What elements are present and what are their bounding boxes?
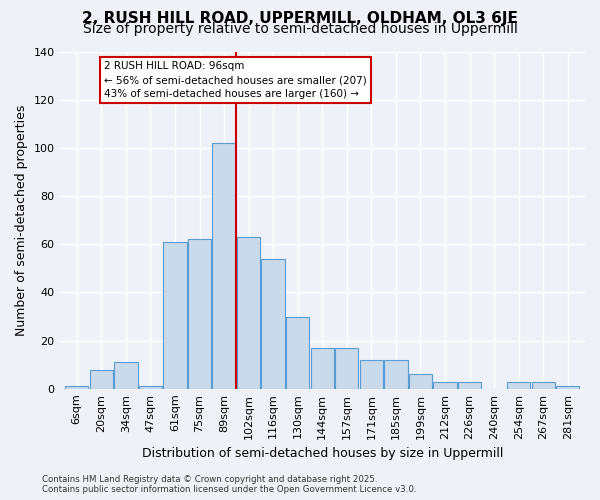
Bar: [89, 370, 113, 389]
Bar: [139, 386, 162, 389]
Bar: [532, 382, 555, 389]
Bar: [409, 374, 432, 389]
Text: 2 RUSH HILL ROAD: 96sqm
← 56% of semi-detached houses are smaller (207)
43% of s: 2 RUSH HILL ROAD: 96sqm ← 56% of semi-de…: [104, 61, 367, 99]
Bar: [335, 348, 358, 389]
Bar: [507, 382, 530, 389]
Bar: [237, 237, 260, 389]
Bar: [433, 382, 457, 389]
Text: Size of property relative to semi-detached houses in Uppermill: Size of property relative to semi-detach…: [83, 22, 517, 36]
Bar: [311, 348, 334, 389]
Bar: [262, 258, 285, 389]
Text: Contains HM Land Registry data © Crown copyright and database right 2025.
Contai: Contains HM Land Registry data © Crown c…: [42, 474, 416, 494]
Bar: [556, 386, 580, 389]
Bar: [384, 360, 407, 389]
Bar: [114, 362, 137, 389]
Bar: [286, 316, 310, 389]
Bar: [163, 242, 187, 389]
Text: 2, RUSH HILL ROAD, UPPERMILL, OLDHAM, OL3 6JE: 2, RUSH HILL ROAD, UPPERMILL, OLDHAM, OL…: [82, 12, 518, 26]
Bar: [212, 143, 236, 389]
X-axis label: Distribution of semi-detached houses by size in Uppermill: Distribution of semi-detached houses by …: [142, 447, 503, 460]
Y-axis label: Number of semi-detached properties: Number of semi-detached properties: [15, 104, 28, 336]
Bar: [458, 382, 481, 389]
Bar: [360, 360, 383, 389]
Bar: [65, 386, 88, 389]
Bar: [188, 240, 211, 389]
